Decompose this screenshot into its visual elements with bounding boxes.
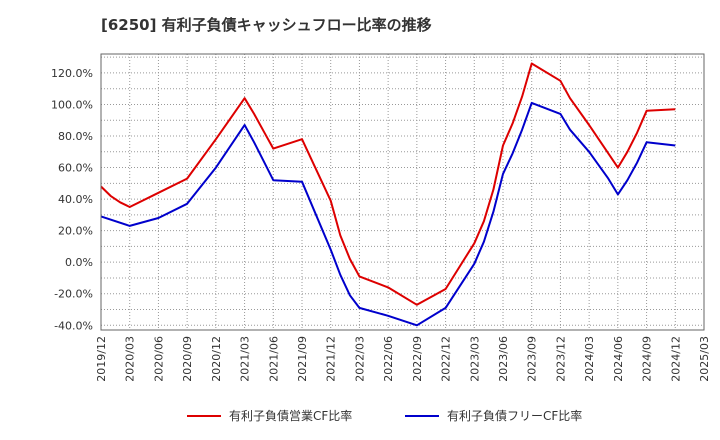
x-tick-label: 2024/12 [669,336,682,382]
x-tick-label: 2022/12 [440,336,453,382]
y-tick-label: -20.0% [54,288,93,301]
x-tick-label: 2022/06 [382,336,395,382]
x-tick-label: 2022/09 [411,336,424,382]
x-tick-label: 2021/12 [325,336,338,382]
x-tick-label: 2024/09 [641,336,654,382]
x-tick-label: 2025/03 [698,336,711,382]
y-tick-label: -40.0% [54,319,93,332]
series-lines [100,62,676,327]
legend-label-1: 有利子負債営業CF比率 [229,408,352,423]
x-tick-label: 2021/09 [296,336,309,382]
x-tick-label: 2020/09 [181,336,194,382]
y-tick-label: 20.0% [58,225,93,238]
x-tick-label: 2024/06 [612,336,625,382]
x-tick-label: 2023/09 [526,336,539,382]
x-tick-label: 2022/03 [353,336,366,382]
x-tick-label: 2023/12 [554,336,567,382]
y-axis: -40.0% -20.0% 0.0% 20.0% 40.0% 60.0% 80.0% 100.… [51,67,93,332]
legend: 有利子負債営業CF比率 有利子負債フリーCF比率 [187,408,582,423]
plot-frame [100,53,705,331]
series-line-2 [100,101,676,327]
x-tick-label: 2020/12 [210,336,223,382]
x-tick-label: 2020/03 [124,336,137,382]
y-tick-label: 0.0% [65,256,93,269]
chart-title: [6250] 有利子負債キャッシュフロー比率の推移 [101,16,432,34]
x-tick-label: 2021/03 [239,336,252,382]
y-tick-label: 100.0% [51,98,93,111]
y-tick-label: 60.0% [58,162,93,175]
x-tick-label: 2020/06 [152,336,165,382]
y-tick-label: 80.0% [58,130,93,143]
series-line-1 [100,62,676,306]
x-tick-label: 2023/03 [468,336,481,382]
x-tick-label: 2024/03 [583,336,596,382]
x-tick-label: 2019/12 [95,336,108,382]
x-tick-label: 2021/06 [267,336,280,382]
x-axis: 2019/12 2020/03 2020/06 2020/09 2020/12 2021/… [95,336,711,382]
y-tick-label: 40.0% [58,193,93,206]
grid [100,54,705,330]
legend-label-2: 有利子負債フリーCF比率 [447,408,582,423]
y-tick-label: 120.0% [51,67,93,80]
x-tick-label: 2023/06 [497,336,510,382]
